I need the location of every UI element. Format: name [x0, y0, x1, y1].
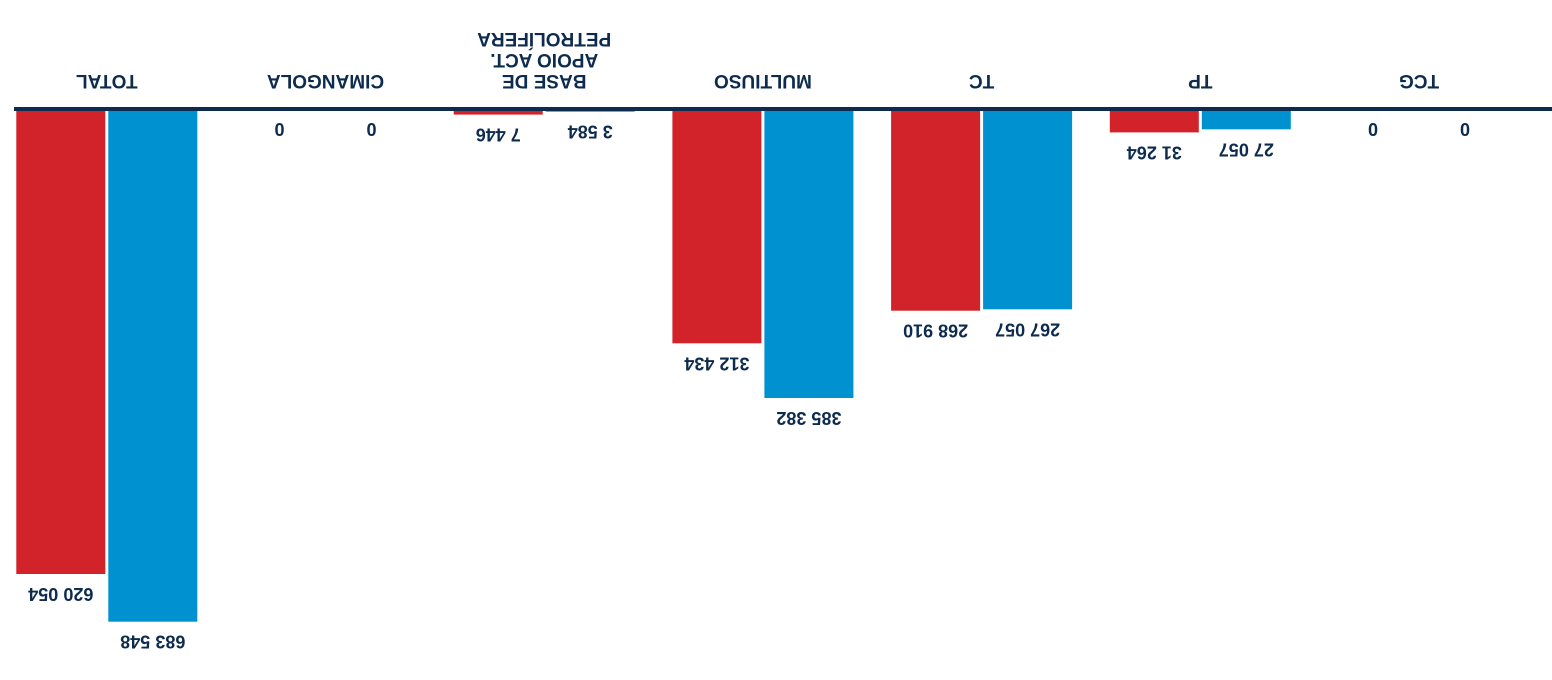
value-label: 385 382	[776, 408, 841, 428]
category-label-line: MULTIUSO	[714, 70, 812, 91]
value-label: 0	[1460, 119, 1470, 139]
bar	[983, 109, 1073, 310]
category-label: TOTAL	[76, 70, 138, 91]
category-label-line: CIMANGOLA	[267, 70, 384, 91]
bar	[108, 109, 198, 622]
category-label-line: TP	[1188, 70, 1213, 91]
category-label: TCG	[1399, 70, 1439, 91]
category-label-line: TCG	[1399, 70, 1439, 91]
category-label: TC	[969, 70, 995, 91]
category-label-line: TOTAL	[76, 70, 138, 91]
category-label-line: PETROLÍFERA	[477, 28, 611, 50]
bar	[672, 109, 762, 344]
bar	[891, 109, 981, 311]
category-label: MULTIUSO	[714, 70, 812, 91]
category-label-line: BASE DE	[502, 70, 586, 91]
value-label: 3 584	[568, 122, 613, 142]
value-label: 268 910	[903, 321, 968, 341]
bar	[1109, 109, 1199, 133]
value-label: 7 446	[476, 125, 521, 145]
bar	[16, 109, 106, 574]
bars-layer	[16, 109, 1291, 622]
value-label: 620 054	[28, 584, 93, 604]
category-label: CIMANGOLA	[267, 70, 384, 91]
bar	[764, 109, 854, 398]
value-label: 683 548	[120, 632, 185, 652]
value-label: 27 057	[1219, 139, 1274, 159]
value-label: 312 434	[684, 353, 749, 373]
value-label: 0	[366, 119, 376, 139]
bar	[1201, 109, 1291, 130]
bar	[453, 109, 543, 115]
category-label-line: TC	[969, 70, 995, 91]
category-labels-layer: TCG TP TC MULTIUSO BASE DEAPOIO ACT.PETROLÍF…	[76, 28, 1439, 91]
value-label: 0	[274, 119, 284, 139]
value-label: 31 264	[1127, 142, 1182, 162]
category-label-line: APOIO ACT.	[490, 49, 598, 70]
category-label: BASE DEAPOIO ACT.PETROLÍFERA	[477, 28, 611, 91]
value-labels-layer: 0 0 27 057 31 264 267 057 268 910 385 382 312 4…	[28, 119, 1470, 652]
category-label: TP	[1188, 70, 1213, 91]
value-label: 267 057	[995, 319, 1060, 339]
value-label: 0	[1368, 119, 1378, 139]
